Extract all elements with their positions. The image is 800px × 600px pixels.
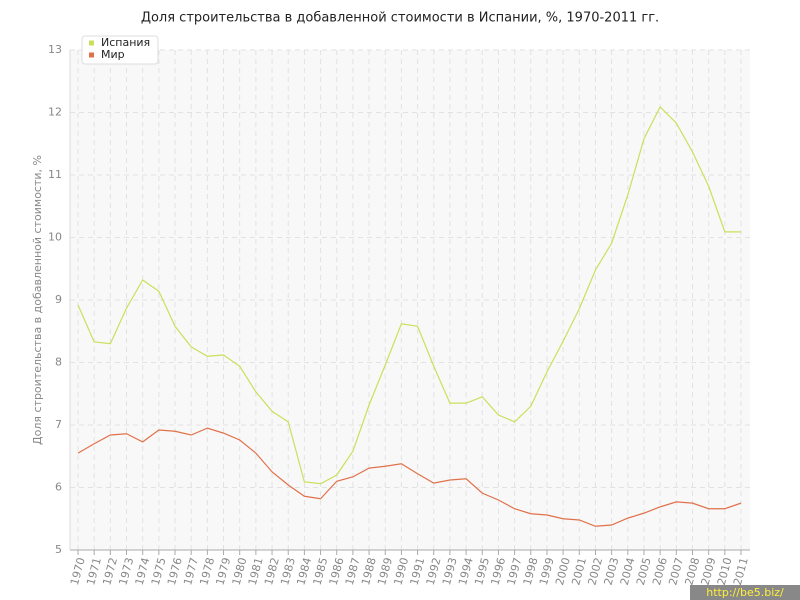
watermark: http://be5.biz/ xyxy=(706,586,784,599)
legend-swatch xyxy=(89,52,94,58)
y-axis-label: Доля строительства в добавленной стоимос… xyxy=(31,155,44,445)
legend-swatch xyxy=(89,40,94,46)
legend-label: Мир xyxy=(101,48,125,61)
y-tick-label: 11 xyxy=(48,168,62,181)
lines xyxy=(77,105,742,527)
y-tick-label: 13 xyxy=(48,43,62,56)
grid xyxy=(70,49,750,551)
y-tick-label: 6 xyxy=(55,481,62,494)
series-line xyxy=(77,427,742,527)
chart-title: Доля строительства в добавленной стоимос… xyxy=(141,11,659,26)
y-tick-label: 7 xyxy=(55,418,62,431)
y-tick-label: 9 xyxy=(55,293,62,306)
y-tick-label: 8 xyxy=(55,356,62,369)
y-tick-label: 12 xyxy=(48,106,62,119)
watermark-bg xyxy=(690,585,800,600)
y-tick-label: 5 xyxy=(55,543,62,556)
legend-label: Испания xyxy=(101,36,150,49)
series-line xyxy=(77,105,741,485)
legend-box xyxy=(81,35,159,65)
y-tick-label: 10 xyxy=(48,231,62,244)
plot-area xyxy=(70,50,750,550)
